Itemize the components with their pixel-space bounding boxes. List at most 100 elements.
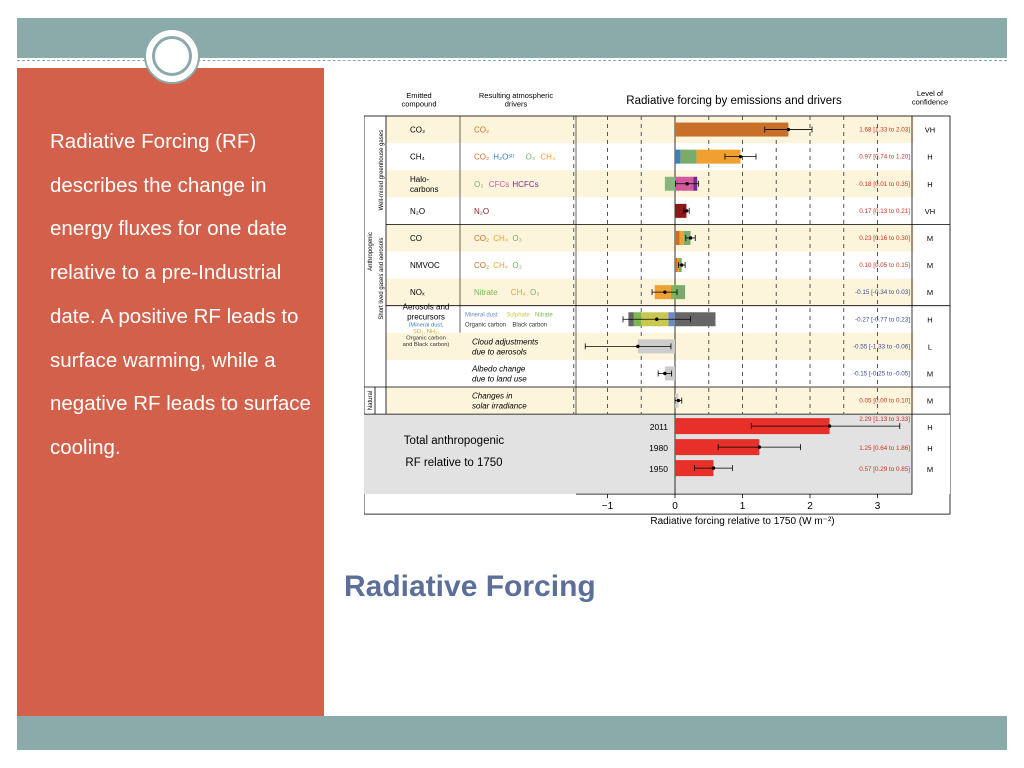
forcing-bar-segment [675,203,687,218]
side-panel [17,68,324,716]
value-label: -0.27 [-0.77 to 0.23] [855,316,910,323]
driver-label: Albedo change [471,364,526,373]
year-label: 2011 [650,422,669,432]
forcing-bar-segment [675,122,789,137]
driver-label: Cloud adjustments [472,337,538,346]
forcing-point [680,263,684,267]
x-tick-label: −1 [602,501,614,512]
confidence-label: M [927,288,933,297]
forcing-point [676,398,681,403]
value-label: -0.15 [-0.34 to 0.03] [855,289,910,296]
row-background [386,387,914,415]
confidence-label: H [927,315,932,324]
forcing-point [786,127,791,132]
driver-label: Nitrate [535,312,553,318]
x-tick-label: 3 [875,501,881,512]
compound-sub-label: and Black carbon) [403,342,450,348]
compound-label: precursors [407,312,445,321]
confidence-label: M [927,465,933,474]
row-background [386,359,914,387]
confidence-label: H [927,180,932,189]
compound-label: CO₂ [410,126,425,135]
forcing-bar-segment [664,176,675,191]
forcing-bar-segment [675,258,678,273]
value-label: 1.25 [0.64 to 1.86] [859,445,910,452]
forcing-point [663,371,667,376]
driver-label: CO₂ [474,126,489,135]
value-label: 0.57 [0.29 to 0.85] [859,466,910,473]
row-background [386,224,914,252]
driver-label: CO₂ [474,261,489,270]
driver-label: Organic carbon [465,322,506,328]
header-compound: Emitted [406,91,431,100]
chart-title: Radiative forcing by emissions and drive… [626,95,842,107]
year-label: 1950 [649,464,668,474]
driver-label: O₃ [512,261,521,270]
forcing-bar-segment [696,149,741,164]
driver-label: N₂O [474,207,489,216]
forcing-bar-segment [680,149,697,164]
forcing-point [757,445,762,449]
label-short-lived: Short lived gases and aerosols [379,238,385,320]
label-natural: Natural [368,391,374,410]
year-label: 1980 [649,443,668,453]
value-label: 0.18 [0.01 to 0.35] [859,181,910,188]
compound-label: carbons [410,185,438,194]
value-label: 2.29 [1.13 to 3.33] [859,416,910,423]
compound-label: Halo- [410,175,429,184]
row-background [386,251,914,279]
driver-label: solar irradiance [472,402,527,411]
circle-ornament-inner [152,36,192,76]
header-compound: compound [401,100,436,109]
header-drivers: Resulting atmospheric [479,91,553,100]
label-anthropogenic: Anthropogenic [368,232,374,271]
confidence-label: L [928,342,932,351]
driver-label: due to aerosols [472,347,527,356]
confidence-label: VH [925,126,935,135]
forcing-bar-segment [675,230,680,245]
confidence-label: M [927,369,933,378]
driver-label: Mineral dust [465,312,498,318]
forcing-bar-segment [675,312,716,327]
x-tick-label: 2 [807,501,813,512]
header-confidence: confidence [912,98,948,107]
totals-label: Total anthropogenic [404,435,505,447]
driver-label: HCFCs [512,180,538,189]
driver-label: Nitrate [474,288,498,297]
driver-label: O₃ [474,180,483,189]
value-label: -0.15 [-0.25 to -0.05] [853,370,910,377]
compound-label: NMVOC [410,261,440,270]
compound-label: N₂O [410,207,425,216]
row-background [386,278,914,306]
value-label: 0.17 [0.13 to 0.21] [859,208,910,215]
forcing-point [685,182,689,186]
confidence-label: H [927,153,932,162]
value-label: -0.55 [-1.33 to -0.06] [853,343,910,350]
driver-label: O₃ [512,234,521,243]
compound-label: Aerosols and [403,302,450,311]
driver-label: Black carbon [512,322,547,328]
driver-label: due to land use [472,374,527,383]
row-background [386,170,914,198]
totals-label: RF relative to 1750 [405,457,502,469]
forcing-point [711,466,716,470]
totals-conf-background [912,414,950,495]
chart-frame [364,115,951,515]
driver-label: Sulphate [506,312,530,318]
bottom-accent-bar [17,716,1007,750]
confidence-label: M [927,397,933,406]
total-bar [675,439,760,456]
value-label: 0.23 [0.16 to 0.30] [859,235,910,242]
forcing-bar-segment [679,230,684,245]
confidence-label: VH [925,207,935,216]
compound-label: CH₄ [410,153,425,162]
value-label: 1.68 [1.33 to 2.03] [859,127,910,134]
row-background [386,116,914,144]
row-background [386,197,914,225]
driver-label: CH₄ [493,261,508,270]
driver-label: CFCs [489,180,509,189]
forcing-point [738,154,743,159]
driver-label: H₂Oˢᵗʳ [493,153,515,162]
confidence-label: M [927,234,933,243]
